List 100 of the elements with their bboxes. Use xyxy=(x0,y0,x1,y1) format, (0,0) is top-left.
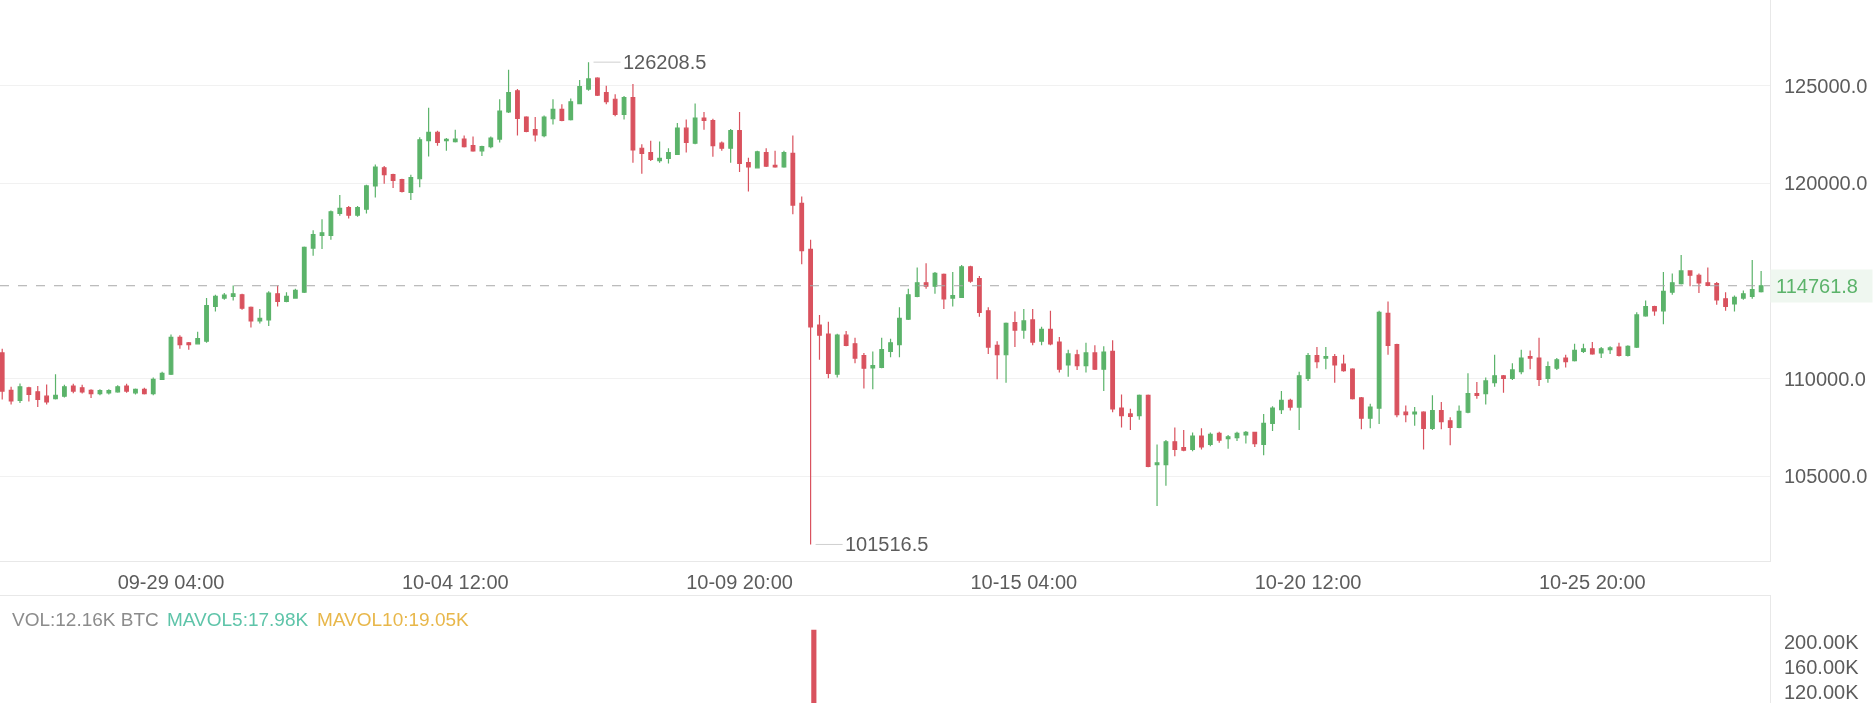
candlestick xyxy=(932,271,938,295)
candlestick xyxy=(1447,416,1453,446)
candlestick xyxy=(577,79,583,105)
candlestick xyxy=(1714,281,1720,306)
candlestick xyxy=(1234,431,1240,442)
candlestick xyxy=(1563,354,1569,369)
candlestick xyxy=(959,264,965,299)
candlestick xyxy=(1509,362,1515,381)
x-tick-label: 10-04 12:00 xyxy=(401,571,509,593)
candlestick xyxy=(1021,308,1027,340)
candlestick xyxy=(1119,393,1124,428)
candlestick xyxy=(1616,342,1622,358)
candlestick xyxy=(381,165,387,185)
candlestick xyxy=(1030,308,1036,346)
y-tick-label: 200.00K xyxy=(1784,631,1860,654)
candlestick xyxy=(861,352,867,390)
candlestick xyxy=(657,141,662,164)
candlestick xyxy=(550,98,556,126)
candlestick xyxy=(834,333,840,379)
candlestick xyxy=(239,293,245,311)
candlestick xyxy=(737,111,742,173)
y-tick-label: 160.00K xyxy=(1784,656,1860,679)
candlestick xyxy=(897,306,902,358)
candlestick xyxy=(1483,376,1489,406)
candlestick xyxy=(1421,410,1426,451)
candlestick xyxy=(621,95,627,121)
candlestick xyxy=(1225,434,1231,450)
candlestick xyxy=(506,69,511,114)
candlestick xyxy=(746,157,751,193)
x-tick-label: 10-09 20:00 xyxy=(686,571,793,593)
candlestick xyxy=(1438,401,1444,430)
legend-label: MAVOL5:17.98K xyxy=(167,609,309,630)
candlestick xyxy=(772,150,778,169)
candlestick xyxy=(355,205,360,218)
candlestick xyxy=(26,386,32,403)
candlestick xyxy=(1181,429,1187,452)
candlestick xyxy=(1056,336,1062,374)
candlestick xyxy=(1101,345,1107,392)
candlestick xyxy=(1376,310,1382,425)
candlestick xyxy=(843,330,849,347)
candlestick xyxy=(1048,310,1053,346)
candlestick xyxy=(799,195,805,265)
candlestick xyxy=(1252,431,1258,448)
candlestick xyxy=(1207,431,1213,447)
candlestick xyxy=(186,341,192,351)
candlestick xyxy=(1341,354,1346,373)
candlestick xyxy=(674,122,680,156)
candlestick xyxy=(523,115,529,133)
candlestick xyxy=(1554,357,1560,371)
candlestick xyxy=(1163,439,1169,487)
candlestick xyxy=(159,371,165,381)
candlestick xyxy=(417,136,423,188)
annotation: 101516.5 xyxy=(845,533,929,555)
candlestick xyxy=(683,118,689,154)
candlestick xyxy=(266,290,272,327)
y-tick-label: 110000.0 xyxy=(1784,367,1866,390)
candlestick xyxy=(1128,408,1133,431)
candlestick xyxy=(1634,311,1640,349)
candlestick xyxy=(763,147,769,168)
candlestick xyxy=(1394,343,1400,418)
candlestick xyxy=(914,267,920,298)
candlestick xyxy=(648,140,654,162)
candlestick xyxy=(1314,346,1320,369)
legend-label: MAVOL10:19.05K xyxy=(317,609,470,630)
candlestick xyxy=(1154,443,1160,507)
candlestick xyxy=(852,337,858,364)
candlestick xyxy=(53,373,58,401)
candlestick xyxy=(319,218,325,250)
x-tick-label: 10-15 04:00 xyxy=(970,571,1078,593)
candlestick xyxy=(1403,404,1409,423)
candlestick xyxy=(692,102,698,145)
candlestick xyxy=(1705,267,1711,287)
candlestick xyxy=(17,382,23,404)
candlestick xyxy=(364,184,369,215)
candlestick xyxy=(1661,271,1666,325)
candlestick xyxy=(1216,431,1222,444)
ref-line-label: 114761.8 xyxy=(1776,275,1858,297)
candlestick xyxy=(1243,430,1249,445)
candlestick xyxy=(115,384,121,394)
candlestick xyxy=(1572,343,1577,363)
candlestick xyxy=(195,331,201,346)
candlestick xyxy=(754,150,760,170)
candlestick xyxy=(1136,393,1142,421)
candlestick xyxy=(1287,398,1293,412)
candlestick xyxy=(213,294,218,313)
candlestick xyxy=(541,114,547,138)
candlestick xyxy=(825,321,831,379)
candlestick xyxy=(62,384,67,399)
candlestick xyxy=(1350,367,1355,401)
candlestick xyxy=(97,388,103,396)
candlestick xyxy=(461,134,467,149)
candlestick xyxy=(1110,339,1116,413)
annotation: 126208.5 xyxy=(623,51,707,73)
candlestick xyxy=(1598,346,1604,359)
candlestick xyxy=(1740,289,1746,301)
candlestick xyxy=(88,388,94,399)
y-tick-label: 125000.0 xyxy=(1784,74,1868,97)
candlestick xyxy=(390,173,396,189)
candlestick xyxy=(1092,344,1098,371)
candlestick xyxy=(1536,337,1542,387)
